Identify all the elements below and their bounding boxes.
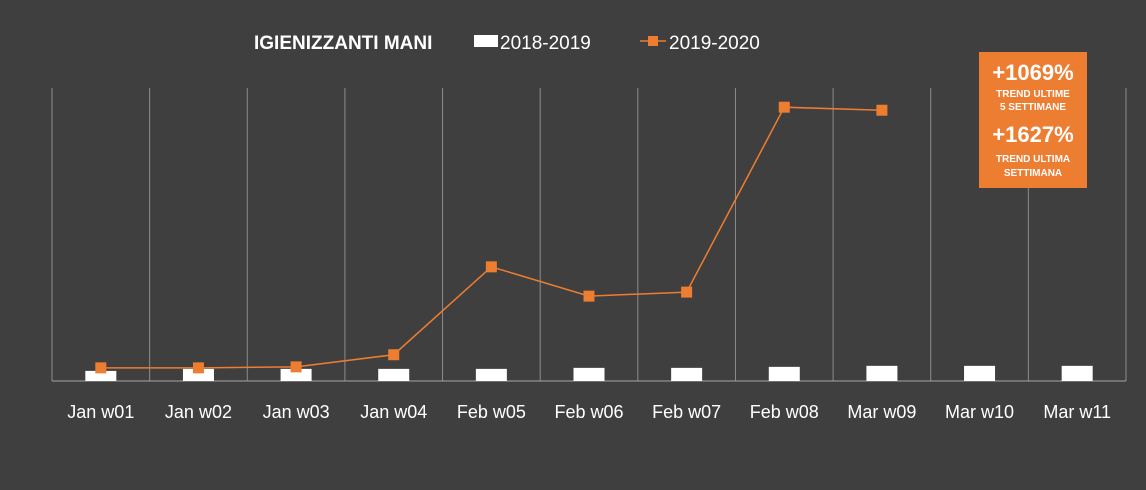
point-2019-2020 <box>290 361 302 373</box>
legend-label-2018-2019: 2018-2019 <box>500 33 591 54</box>
x-tick-label: Jan w01 <box>67 402 134 422</box>
series-line-2019-2020 <box>100 106 882 369</box>
point-2019-2020 <box>192 362 204 374</box>
x-tick-label: Mar w11 <box>1043 402 1111 422</box>
x-tick-label: Jan w03 <box>263 402 330 422</box>
trend-label-5-weeks-line1: TREND ULTIME <box>996 89 1070 100</box>
x-axis-tick-labels: Jan w01 Jan w02 Jan w03 Jan w04 Feb w05 Feb w… <box>67 402 1111 422</box>
x-tick-label: Feb w08 <box>750 402 819 422</box>
point-2019-2020 <box>681 286 693 298</box>
bar-2018-2019 <box>475 368 507 381</box>
trend-value-last-week: +1627% <box>992 122 1073 147</box>
legend: 2018-2019 2019-2020 <box>474 33 760 54</box>
bar-2018-2019 <box>280 368 312 381</box>
chart-title: IGIENIZZANTI MANI <box>254 33 432 54</box>
legend-label-2019-2020: 2019-2020 <box>669 33 760 54</box>
point-2019-2020 <box>485 261 497 273</box>
x-tick-label: Jan w04 <box>360 402 427 422</box>
legend-swatch-2018-2019 <box>474 35 498 47</box>
point-2019-2020 <box>583 290 595 302</box>
x-tick-label: Feb w06 <box>554 402 623 422</box>
x-tick-label: Mar w09 <box>847 402 916 422</box>
trend-value-5-weeks: +1069% <box>992 60 1073 85</box>
point-2019-2020 <box>876 104 888 116</box>
bar-2018-2019 <box>573 367 605 381</box>
bar-2018-2019 <box>182 368 214 381</box>
bar-2018-2019 <box>378 368 410 381</box>
bar-2018-2019 <box>1061 365 1093 381</box>
x-tick-label: Jan w02 <box>165 402 232 422</box>
point-2019-2020 <box>778 101 790 113</box>
bar-2018-2019 <box>964 365 996 381</box>
trend-callout: +1069% TREND ULTIME 5 SETTIMANE +1627% T… <box>979 52 1087 188</box>
point-2019-2020 <box>388 349 400 361</box>
point-2019-2020 <box>95 362 107 374</box>
x-tick-label: Feb w07 <box>652 402 721 422</box>
x-tick-label: Mar w10 <box>945 402 1014 422</box>
bars-2018-2019 <box>85 365 1093 381</box>
trend-label-last-week-line1: TREND ULTIMA <box>996 154 1070 165</box>
bar-2018-2019 <box>671 367 703 381</box>
x-tick-label: Feb w05 <box>457 402 526 422</box>
legend-marker-2019-2020 <box>648 36 658 46</box>
trend-label-last-week-line2: SETTIMANA <box>1004 168 1062 179</box>
line-2019-2020 <box>95 101 888 374</box>
trend-label-5-weeks-line2: 5 SETTIMANE <box>1000 102 1066 113</box>
bar-2018-2019 <box>866 365 898 381</box>
gridlines <box>51 88 1127 382</box>
bar-2018-2019 <box>85 370 117 381</box>
bar-2018-2019 <box>768 366 800 381</box>
trend-callout-box <box>979 52 1087 188</box>
